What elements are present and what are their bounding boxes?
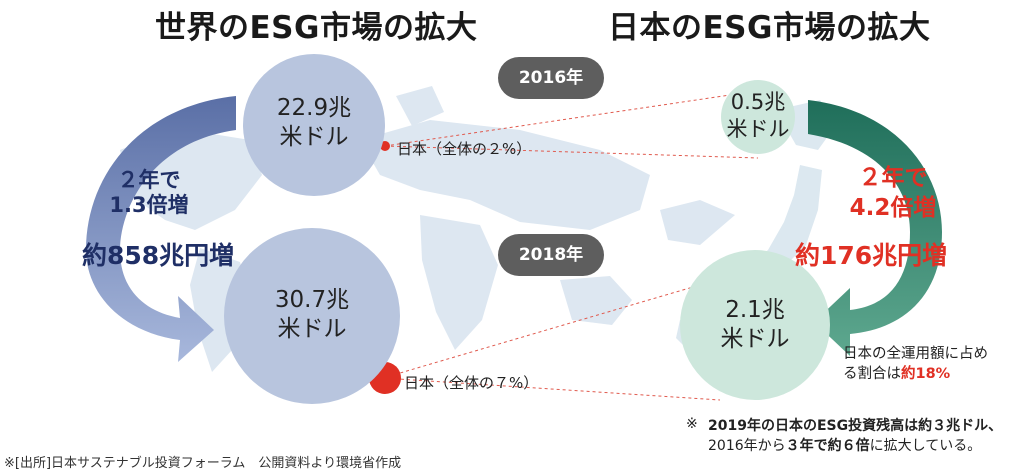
japan-2016-circle: 0.5兆 米ドル [721, 80, 795, 154]
dashed-connectors [382, 94, 759, 401]
japan-2018-unit: 米ドル [720, 326, 790, 352]
world-growth-arrow [86, 96, 236, 362]
footnote-line2-c: に拡大している。 [869, 438, 982, 454]
year-badge-2016: 2016年 [498, 57, 604, 99]
japan-title: 日本のESG市場の拡大 [608, 10, 931, 46]
world-growth-amount: 約858兆円増 [82, 241, 235, 270]
footnote-line2-a: 2016年から [708, 438, 786, 454]
world-growth-multiplier: 1.3倍増 [109, 193, 189, 217]
japan-2018-value: 2.1兆 [725, 297, 785, 323]
japan-ratio-value: 約18% [901, 366, 951, 382]
footnote-line2-b: ３年で約６倍 [785, 438, 870, 454]
world-title: 世界のESG市場の拡大 [155, 10, 478, 46]
japan-ratio-line1: 日本の全運用額に占め [843, 346, 988, 362]
japan-growth-period: ２年で [858, 165, 928, 191]
japan-growth-text: ２年で 4.2倍増 [838, 163, 948, 223]
japan-growth-amount: 約176兆円増 [795, 241, 948, 270]
world-growth-period: ２年で [117, 168, 181, 192]
japan-share-label-2016: 日本（全体の２%） [397, 140, 532, 158]
world-map-background [120, 86, 735, 372]
footnote: 2019年の日本のESG投資残高は約３兆ドル、 2016年から３年で約６倍に拡大… [708, 416, 1002, 456]
source-note: ※[出所]日本サステナブル投資フォーラム 公開資料より環境省作成 [4, 456, 402, 471]
world-2016-unit: 米ドル [279, 124, 349, 150]
japan-ratio-prefix: る割合は [843, 366, 901, 382]
footnote-mark: ※ [686, 416, 698, 432]
world-2016-value: 22.9兆 [276, 95, 352, 121]
world-2016-circle: 22.9兆 米ドル [243, 54, 385, 196]
japan-growth-arrow [808, 100, 942, 356]
japan-2016-unit: 米ドル [726, 117, 790, 141]
footnote-line1: 2019年の日本のESG投資残高は約３兆ドル、 [708, 418, 1003, 434]
japan-ratio-note: 日本の全運用額に占め る割合は約18% [843, 344, 988, 384]
japan-share-label-2018: 日本（全体の７%） [404, 374, 539, 392]
world-growth-text: ２年で 1.3倍増 [94, 168, 204, 218]
world-2018-unit: 米ドル [277, 316, 347, 342]
world-2018-circle: 30.7兆 米ドル [224, 228, 400, 404]
world-2018-value: 30.7兆 [274, 287, 350, 313]
japan-growth-multiplier: 4.2倍増 [849, 195, 937, 221]
japan-2018-circle: 2.1兆 米ドル [680, 250, 830, 400]
year-badge-2018: 2018年 [498, 234, 604, 276]
japan-2016-value: 0.5兆 [730, 90, 786, 114]
